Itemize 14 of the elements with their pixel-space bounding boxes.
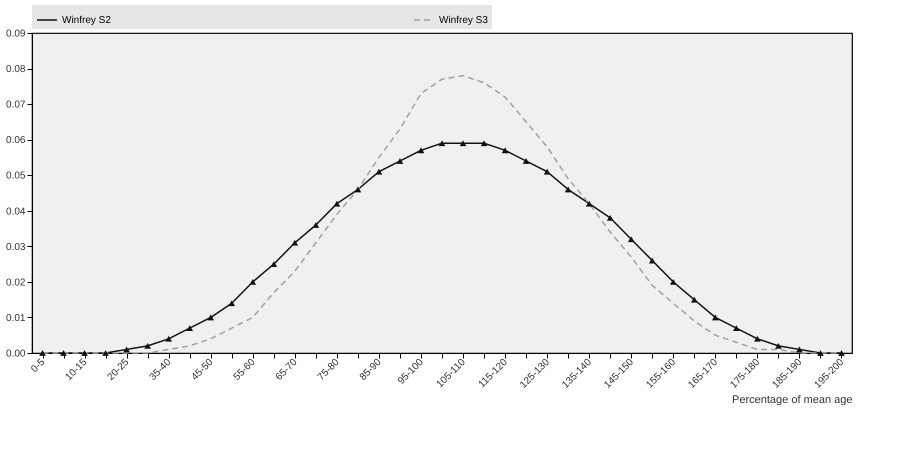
y-tick-label: 0.02 (6, 277, 26, 288)
legend-label: Winfrey S3 (439, 15, 488, 26)
y-tick-label: 0.01 (6, 312, 26, 324)
y-tick-label: 0.00 (6, 348, 26, 360)
y-tick-label: 0.03 (6, 242, 26, 253)
x-tick-label: 0-5 (29, 356, 48, 375)
x-axis-title: Percentage of mean age (732, 394, 852, 406)
y-tick-label: 0.08 (6, 64, 26, 76)
y-tick-label: 0.07 (6, 100, 26, 111)
y-tick-label: 0.05 (6, 170, 26, 182)
y-tick-label: 0.09 (6, 28, 26, 40)
y-tick-label: 0.04 (6, 206, 26, 218)
legend-label: Winfrey S2 (62, 15, 112, 26)
y-tick-label: 0.06 (6, 135, 26, 146)
